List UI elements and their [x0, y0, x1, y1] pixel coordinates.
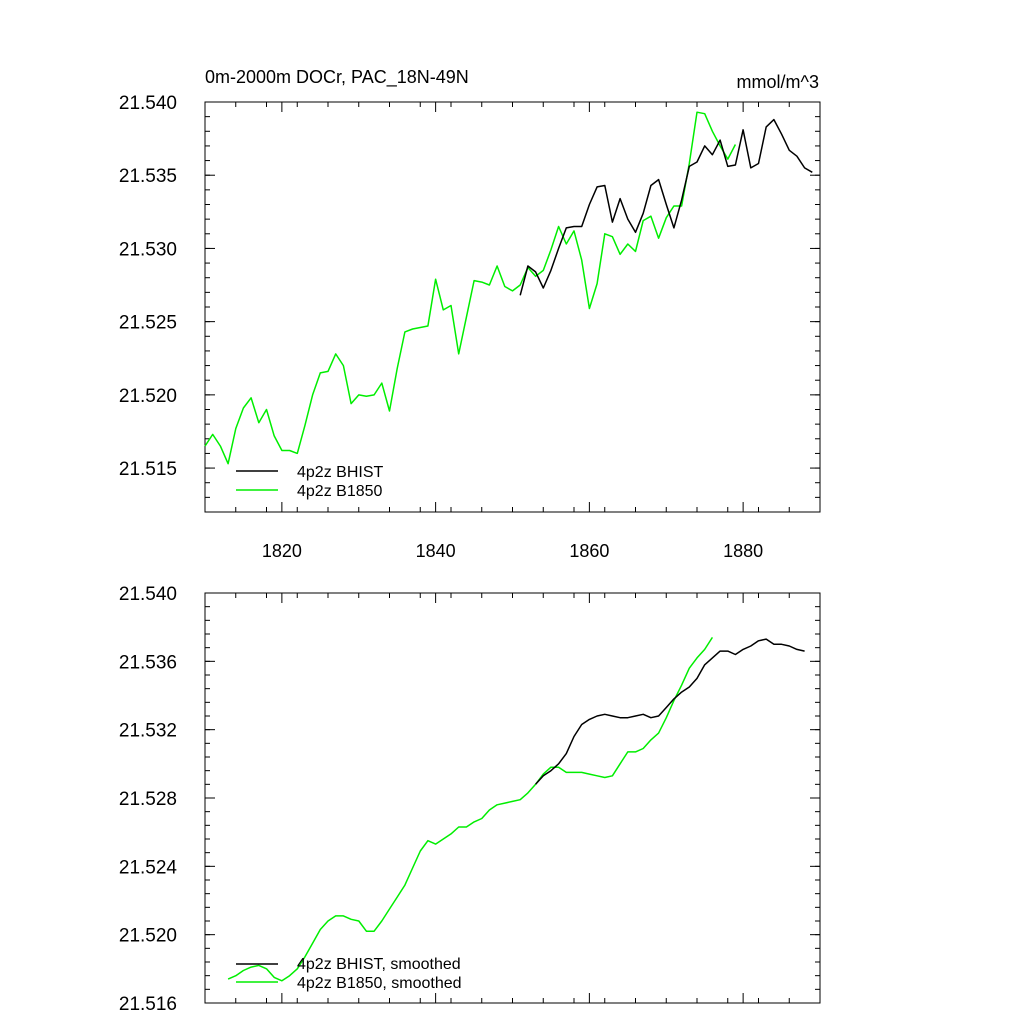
y-tick-label: 21.532: [119, 721, 177, 742]
legend-label-bhist: 4p2z BHIST: [297, 464, 383, 481]
x-tick-label: 1880: [723, 541, 763, 561]
series-line-bhist: [535, 638, 805, 785]
legend: 4p2z BHIST, smoothed 4p2z B1850, smoothe…: [236, 956, 462, 992]
y-tick-label: 21.536: [119, 652, 177, 673]
legend-label-b1850: 4p2z B1850: [297, 483, 383, 500]
legend-label-b1850-smoothed: 4p2z B1850, smoothed: [297, 975, 462, 992]
series-line-bhist: [519, 118, 813, 296]
y-tick-label: 21.524: [119, 857, 178, 878]
bottom-panel: 21.516 21.520 21.524 21.528 21.532 21.536 21.5…: [119, 584, 821, 1015]
axis-ticks: [204, 101, 821, 513]
x-tick-label: 1840: [416, 541, 456, 561]
x-tick-labels: 1820 1840 1860 1880: [262, 541, 763, 561]
y-tick-label: 21.530: [119, 239, 177, 260]
chart-title: 0m-2000m DOCr, PAC_18N-49N: [205, 67, 469, 88]
y-tick-label: 21.515: [119, 459, 177, 480]
y-tick-label: 21.528: [119, 789, 177, 810]
y-tick-label: 21.520: [119, 926, 177, 947]
legend-label-bhist-smoothed: 4p2z BHIST, smoothed: [297, 956, 461, 973]
plot-frame: [204, 101, 821, 513]
units-label: mmol/m^3: [737, 72, 819, 92]
series-line-b1850: [204, 111, 737, 465]
series-line-b1850: [227, 636, 714, 982]
axis-ticks: [204, 592, 821, 1004]
legend: 4p2z BHIST 4p2z B1850: [236, 464, 383, 500]
plot-frame: [204, 592, 821, 1004]
y-tick-labels: 21.516 21.520 21.524 21.528 21.532 21.536 21.5…: [119, 584, 178, 1015]
x-tick-label: 1820: [262, 541, 302, 561]
y-tick-label: 21.535: [119, 166, 177, 187]
x-tick-label: 1860: [569, 541, 609, 561]
y-tick-label: 21.516: [119, 994, 177, 1015]
series-lines: [204, 111, 813, 465]
y-tick-label: 21.540: [119, 584, 177, 605]
y-tick-label: 21.540: [119, 93, 177, 114]
series-lines: [227, 636, 805, 982]
top-panel: 0m-2000m DOCr, PAC_18N-49N mmol/m^3 21.5…: [119, 67, 821, 561]
y-tick-labels: 21.515 21.520 21.525 21.530 21.535 21.540: [119, 93, 177, 480]
y-tick-label: 21.525: [119, 313, 177, 334]
y-tick-label: 21.520: [119, 386, 177, 407]
